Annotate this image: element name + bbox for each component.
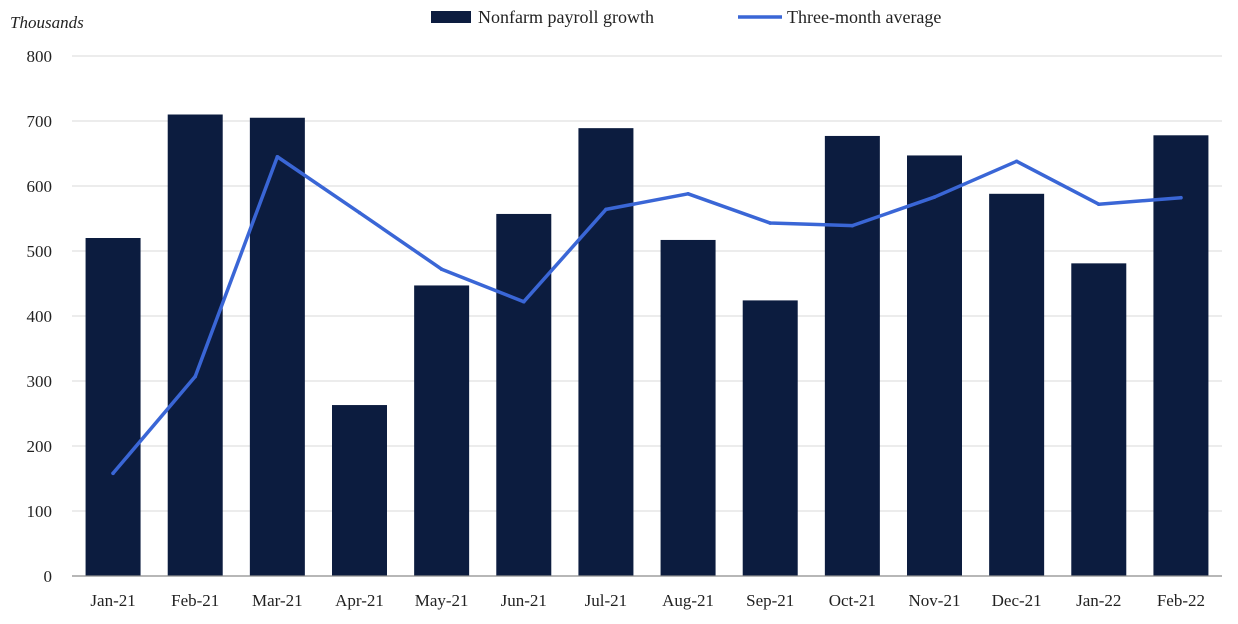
average-point	[1179, 195, 1183, 200]
bar	[742, 300, 798, 576]
line-series	[111, 154, 1183, 476]
average-point	[604, 207, 608, 212]
bar	[249, 117, 305, 576]
bar	[496, 213, 552, 576]
average-point	[932, 195, 937, 199]
y-tick-label: 300	[27, 372, 53, 391]
x-tick-label: Jan-22	[1076, 591, 1121, 610]
legend: Nonfarm payroll growth Three-month avera…	[431, 7, 941, 27]
x-tick-label: Mar-21	[252, 591, 303, 610]
bar	[660, 239, 716, 576]
bar	[578, 128, 634, 576]
average-point	[521, 299, 526, 304]
average-point	[1096, 202, 1101, 206]
y-tick-label: 700	[27, 112, 53, 131]
average-point	[439, 267, 444, 272]
x-tick-label: Jul-21	[585, 591, 628, 610]
y-tick-label: 600	[27, 177, 53, 196]
x-tick-label: Nov-21	[909, 591, 961, 610]
x-tick-label: Jan-21	[90, 591, 135, 610]
legend-label-bars: Nonfarm payroll growth	[478, 7, 654, 27]
average-line	[111, 155, 1183, 476]
x-axis: Jan-21 Feb-21 Mar-21 Apr-21 May-21 Jun-21 Jul-…	[72, 575, 1222, 610]
bar	[824, 135, 880, 576]
average-point	[850, 223, 855, 228]
bar	[1153, 135, 1209, 577]
bar	[85, 238, 141, 576]
x-tick-label: Apr-21	[335, 591, 384, 610]
average-point	[193, 374, 198, 379]
bar	[332, 405, 387, 576]
y-tick-label: 0	[44, 567, 53, 586]
x-tick-label: Oct-21	[829, 591, 876, 610]
bar	[167, 114, 223, 576]
y-tick-label: 100	[27, 502, 53, 521]
bar	[907, 155, 962, 576]
x-tick-label: Feb-21	[171, 591, 219, 610]
y-tick-label: 400	[27, 307, 53, 326]
y-unit-label: Thousands	[10, 13, 84, 32]
bar-series	[85, 114, 1209, 577]
average-point	[768, 221, 773, 225]
average-point	[1014, 159, 1019, 164]
y-tick-label: 500	[27, 242, 53, 261]
legend-label-line: Three-month average	[787, 7, 941, 27]
x-tick-label: May-21	[415, 591, 469, 610]
x-tick-label: Dec-21	[992, 591, 1042, 610]
x-tick-label: Aug-21	[662, 591, 714, 610]
y-tick-label: 200	[27, 437, 53, 456]
legend-swatch-bars	[431, 11, 471, 23]
average-point	[111, 471, 115, 476]
x-tick-label: Jun-21	[501, 591, 547, 610]
x-tick-label: Sep-21	[746, 591, 794, 610]
y-axis: 0 100 200 300 400 500 600 700 800	[27, 47, 53, 586]
bar	[989, 193, 1045, 577]
x-tick-label: Feb-22	[1157, 591, 1205, 610]
gridlines	[72, 55, 1222, 512]
bar	[1071, 263, 1127, 576]
bar	[414, 285, 470, 576]
average-point	[686, 192, 690, 196]
y-tick-label: 800	[27, 47, 53, 66]
average-point	[357, 210, 362, 215]
average-point	[275, 154, 280, 159]
